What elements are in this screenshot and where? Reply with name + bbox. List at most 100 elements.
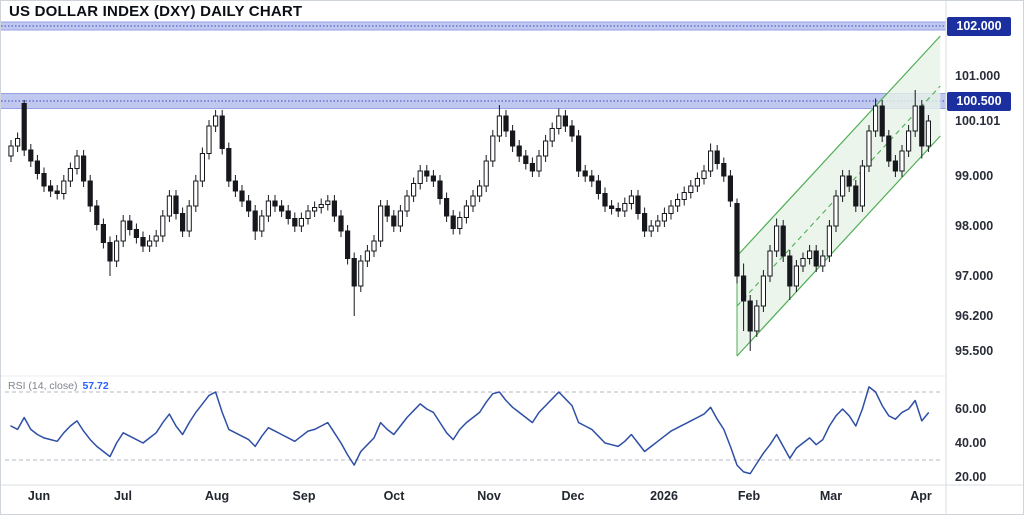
- candle: [635, 190, 641, 220]
- candle-body: [866, 130, 872, 167]
- candle: [331, 195, 337, 222]
- price-axis-label: 98.000: [955, 219, 994, 233]
- candle-body: [318, 204, 324, 208]
- candle: [67, 162, 74, 187]
- candle: [41, 167, 47, 192]
- candle: [820, 250, 826, 272]
- candle: [767, 245, 773, 282]
- candle-body: [556, 115, 562, 129]
- candle-body: [615, 208, 621, 212]
- candle: [147, 235, 153, 252]
- candle: [708, 143, 714, 177]
- candle: [345, 225, 351, 265]
- candle-body: [569, 125, 575, 137]
- resistance-band: [1, 93, 946, 109]
- candle-body: [892, 160, 898, 172]
- candle-body: [180, 213, 186, 232]
- candle-body: [734, 203, 740, 277]
- candle: [391, 210, 397, 232]
- candle: [265, 195, 271, 222]
- candle-body: [688, 185, 694, 193]
- candle-body: [94, 205, 100, 225]
- candle-body: [820, 255, 826, 267]
- candle: [186, 200, 192, 237]
- rsi-caption: RSI (14, close) 57.72: [8, 380, 109, 392]
- candle: [906, 125, 912, 157]
- candle-body: [173, 195, 179, 214]
- candle: [351, 252, 357, 316]
- price-axis[interactable]: 101.000 100.101 99.000 98.000 97.000 96.200 95…: [946, 1, 1023, 514]
- candle: [477, 180, 483, 202]
- candle: [457, 211, 463, 235]
- candle: [127, 215, 133, 236]
- candle: [74, 150, 80, 175]
- month-label: 2026: [650, 489, 678, 503]
- candle: [246, 195, 252, 217]
- candle: [892, 155, 898, 177]
- candle: [747, 295, 753, 351]
- candle-body: [246, 200, 252, 212]
- candle-body: [325, 200, 331, 205]
- candle: [397, 205, 403, 232]
- candle-body: [701, 170, 707, 179]
- chart-title: US DOLLAR INDEX (DXY) DAILY CHART: [9, 3, 303, 20]
- candle-body: [437, 180, 443, 199]
- candle-body: [879, 105, 885, 137]
- candle: [886, 130, 892, 167]
- candle-body: [213, 115, 219, 127]
- candle: [807, 245, 813, 265]
- ascending-channel: [736, 35, 941, 357]
- candle: [589, 170, 595, 187]
- price-axis-label: 99.000: [955, 169, 994, 183]
- candle: [94, 200, 100, 231]
- candle: [279, 200, 285, 217]
- month-label: Dec: [561, 489, 585, 503]
- candle-body: [279, 205, 285, 212]
- candle: [54, 185, 60, 200]
- candle: [800, 252, 806, 272]
- candle-body: [562, 115, 568, 127]
- resistance-band: [1, 21, 946, 31]
- candle: [285, 205, 291, 225]
- time-axis[interactable]: Jun Jul Aug Sep Oct Nov Dec 2026 Feb Mar Apr: [1, 486, 946, 514]
- candle: [529, 157, 535, 177]
- candle-body: [391, 215, 397, 227]
- resistance-bands: [1, 21, 946, 109]
- candle-body: [28, 149, 34, 162]
- candle-body: [840, 175, 846, 197]
- candle-body: [114, 240, 120, 262]
- candle-body: [450, 215, 456, 229]
- candle: [140, 231, 146, 252]
- candle-body: [226, 148, 232, 182]
- candle: [840, 170, 846, 202]
- candle: [780, 220, 786, 262]
- candle: [826, 220, 832, 262]
- candle: [754, 300, 760, 337]
- candle: [853, 180, 859, 212]
- candle-body: [595, 180, 601, 194]
- candle-body: [549, 128, 555, 142]
- candle-body: [873, 105, 879, 132]
- candle: [576, 130, 582, 177]
- candle: [899, 145, 905, 177]
- month-label: Mar: [819, 489, 843, 503]
- candle: [642, 207, 648, 237]
- candle: [496, 105, 502, 142]
- candle: [8, 140, 14, 162]
- candle-body: [41, 173, 47, 187]
- candle: [536, 150, 542, 177]
- candle: [226, 142, 232, 187]
- candle-body: [477, 185, 483, 197]
- candle: [793, 260, 799, 292]
- candle-body: [793, 265, 799, 287]
- candle-body: [747, 300, 753, 332]
- candle-body: [199, 153, 206, 182]
- candle: [120, 215, 126, 247]
- candle-body: [800, 258, 806, 267]
- candle-body: [529, 163, 535, 172]
- candle-body: [833, 195, 839, 227]
- candle-body: [668, 205, 674, 214]
- candle: [714, 145, 720, 170]
- month-label: Oct: [383, 489, 405, 503]
